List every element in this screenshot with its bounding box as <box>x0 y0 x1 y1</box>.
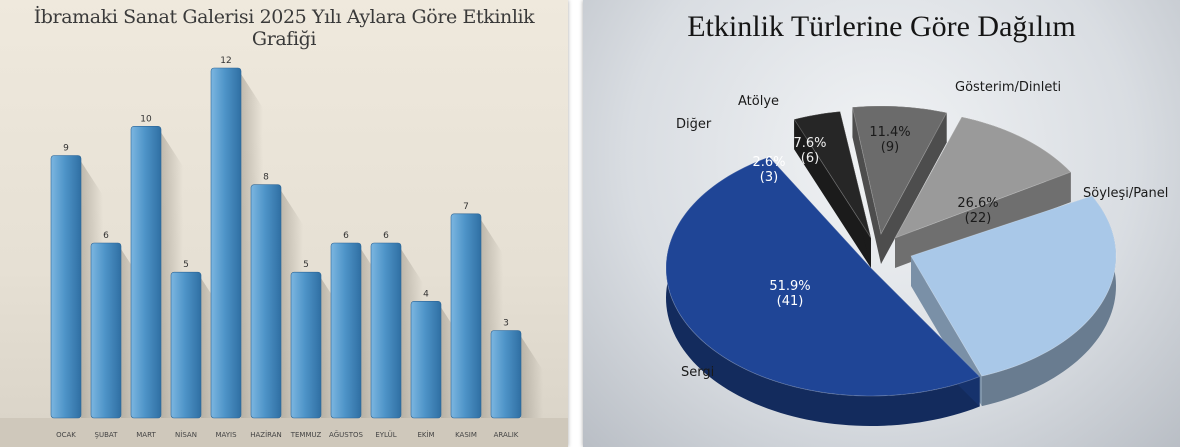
bar-mayis <box>210 67 242 419</box>
pie-chart: 51.9%(41) Sergi 26.6%(22) Söyleşi/Panel 11.4… <box>665 80 1168 426</box>
pie-chart-panel: Etkinlik Türlerine Göre Dağılım 51.9% (41… <box>583 0 1180 447</box>
x-tick-label: OCAK <box>56 431 76 439</box>
bar-value-label: 10 <box>140 114 152 124</box>
bar-chart: 9 OCAK 6 ŞUBAT 10 MART 5 NİSAN 12 MAYIS 8 HAZİRAN 5 T… <box>0 56 568 447</box>
pie-percent-label: 7.6% <box>793 136 826 151</box>
bar-temmuz <box>290 271 322 419</box>
x-tick-label: MART <box>136 431 156 439</box>
bar-ni̇san <box>170 271 202 419</box>
bar-ağustos <box>330 242 362 419</box>
pie-slice-side <box>666 156 980 426</box>
bar-ocak <box>50 155 82 419</box>
x-tick-label: EKİM <box>417 430 434 439</box>
bar-value-label: 5 <box>183 260 189 270</box>
pie-category-label: Diğer <box>676 117 712 132</box>
bar-şubat <box>90 242 122 419</box>
bar-hazi̇ran <box>250 184 282 419</box>
bar-eylül <box>370 242 402 419</box>
pie-percent-label: 51.9% <box>769 279 810 294</box>
floor <box>0 418 568 447</box>
pie-category-label: Atölye <box>738 94 779 109</box>
bar-value-label: 6 <box>383 231 389 241</box>
pie-slice-edge <box>895 172 1071 268</box>
bar-value-label: 6 <box>103 231 109 241</box>
pie-slice-edge <box>881 112 947 264</box>
bar-value-label: 6 <box>343 231 349 241</box>
bar-shadow <box>521 336 543 418</box>
x-tick-label: NİSAN <box>175 430 197 439</box>
pie-count-label: (6) <box>801 151 819 166</box>
pie-percent-label: 2.6% <box>752 155 785 170</box>
pie-category-label: Gösterim/Dinleti <box>955 80 1061 95</box>
pie-slice-edge <box>794 119 871 268</box>
x-tick-label: MAYIS <box>215 431 237 439</box>
bar-value-label: 4 <box>423 289 429 299</box>
pie-percent-label: 26.6% <box>957 196 998 211</box>
x-tick-label: HAZİRAN <box>250 430 282 439</box>
bar-value-label: 7 <box>463 202 469 212</box>
x-tick-label: TEMMUZ <box>290 431 322 439</box>
pie-slice-edge <box>852 107 881 264</box>
bar-kasim <box>450 213 482 419</box>
x-tick-label: EYLÜL <box>375 430 396 439</box>
pie-slice-side <box>981 195 1116 407</box>
pie-count-label: (3) <box>760 170 778 185</box>
pie-chart-title: Etkinlik Türlerine Göre Dağılım <box>687 10 1076 43</box>
bar-aralik <box>490 330 522 419</box>
pie-count-label: (41) <box>777 294 804 309</box>
pie-slice-diğer <box>793 111 872 239</box>
x-tick-label: ARALIK <box>494 431 519 439</box>
bar-mart <box>130 126 162 419</box>
bar-chart-title: İbramaki Sanat Galerisi 2025 Yılı Aylara… <box>33 6 535 50</box>
pie-slice-atölye <box>851 105 948 236</box>
bar-chart-panel: İbramaki Sanat Galerisi 2025 Yılı Aylara… <box>0 0 568 447</box>
pie-category-label: Sergi <box>681 365 714 380</box>
pie-category-label: Söyleşi/Panel <box>1083 186 1168 201</box>
bar-value-label: 5 <box>303 260 309 270</box>
pie-slice-sergi <box>665 156 981 397</box>
pie-percent-label: 11.4% <box>869 125 910 140</box>
x-tick-label: KASIM <box>455 431 477 439</box>
bar-value-label: 12 <box>220 56 231 66</box>
pie-count-label: (22) <box>965 211 992 226</box>
bar-eki̇m <box>410 301 442 419</box>
pie-count-label: (9) <box>881 140 899 155</box>
x-tick-label: AĞUSTOS <box>329 430 363 439</box>
pie-slice-söyleşi-panel <box>910 195 1117 377</box>
bar-value-label: 8 <box>263 173 269 183</box>
x-tick-label: ŞUBAT <box>95 431 119 439</box>
bar-value-label: 9 <box>63 144 69 154</box>
bar-value-label: 3 <box>503 319 509 329</box>
pie-slice-gösterim-dinleti <box>894 116 1072 239</box>
